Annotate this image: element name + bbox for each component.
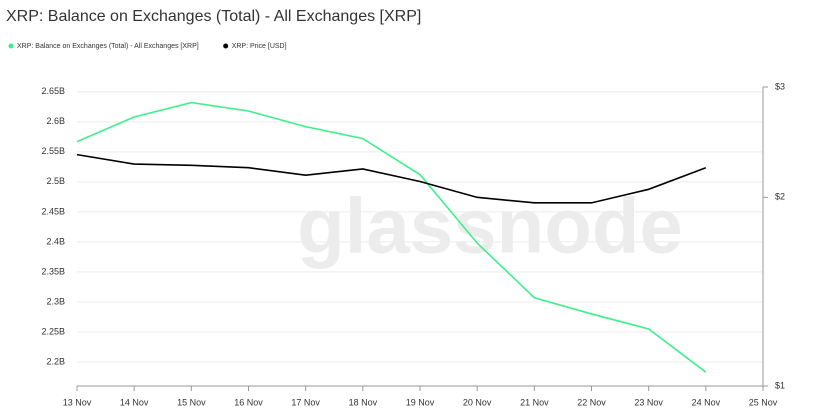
y2-tick-label: $2 (775, 192, 785, 202)
legend-marker (8, 43, 14, 49)
x-tick-label: 18 Nov (349, 397, 378, 407)
x-tick-label: 16 Nov (234, 397, 263, 407)
y-tick-label: 2.65B (41, 86, 65, 96)
x-tick-label: 22 Nov (577, 397, 606, 407)
x-tick-label: 14 Nov (120, 397, 149, 407)
x-tick-label: 20 Nov (463, 397, 492, 407)
chart-title: XRP: Balance on Exchanges (Total) - All … (6, 8, 421, 25)
legend-marker (223, 43, 229, 49)
y-tick-label: 2.45B (41, 206, 65, 216)
x-tick-label: 23 Nov (634, 397, 663, 407)
y-tick-label: 2.5B (46, 176, 65, 186)
x-tick-label: 24 Nov (692, 397, 721, 407)
y-tick-label: 2.25B (41, 326, 65, 336)
y-tick-label: 2.3B (46, 296, 65, 306)
y-tick-label: 2.55B (41, 146, 65, 156)
y-tick-label: 2.6B (46, 116, 65, 126)
y2-tick-label: $1 (775, 380, 785, 390)
y2-tick-label: $3 (775, 81, 785, 91)
x-tick-label: 13 Nov (63, 397, 92, 407)
x-tick-label: 25 Nov (749, 397, 778, 407)
line-series (76, 101, 707, 373)
y-tick-label: 2.4B (46, 236, 65, 246)
y-tick-label: 2.2B (46, 356, 65, 366)
legend-label: XRP: Balance on Exchanges (Total) - All … (17, 43, 199, 50)
x-tick-label: 15 Nov (177, 397, 206, 407)
x-tick-label: 19 Nov (406, 397, 435, 407)
x-tick-label: 17 Nov (291, 397, 320, 407)
line-series (76, 153, 707, 204)
x-tick-label: 21 Nov (520, 397, 549, 407)
y-tick-label: 2.35B (41, 266, 65, 276)
legend-label: XRP: Price [USD] (232, 43, 287, 50)
